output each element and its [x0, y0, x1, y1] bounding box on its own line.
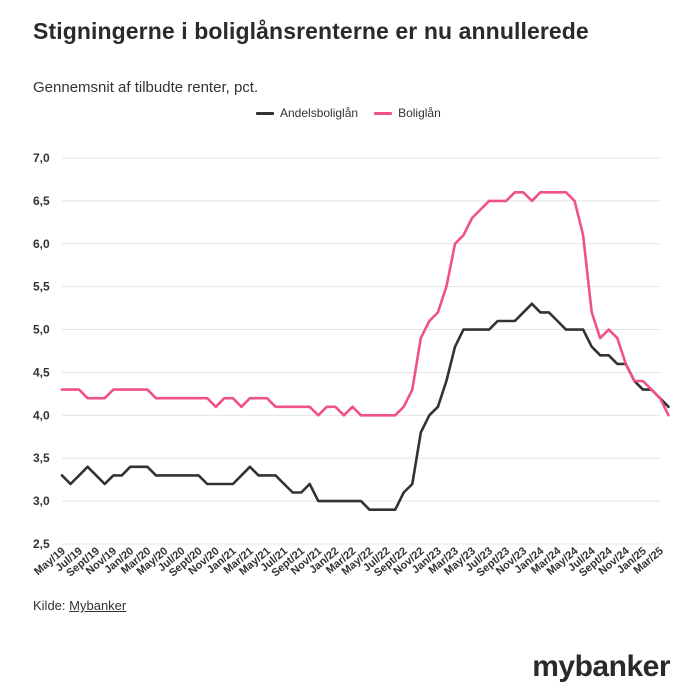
y-tick-label: 3,0 — [33, 494, 50, 508]
source-link[interactable]: Mybanker — [69, 598, 127, 613]
brand-logo: mybanker — [532, 650, 670, 683]
series-line-boliglan — [60, 191, 670, 417]
source-note: Kilde: Mybanker — [33, 598, 126, 613]
chart-title: Stigningerne i boliglånsrenterne er nu a… — [33, 18, 589, 44]
y-tick-label: 7,0 — [33, 151, 50, 165]
y-tick-label: 4,0 — [33, 408, 50, 422]
legend-swatch-boliglan — [374, 111, 393, 115]
y-tick-label: 6,0 — [33, 237, 50, 251]
legend-swatch-andelsboliglan — [256, 111, 274, 115]
chart-subtitle: Gennemsnit af tilbudte renter, pct. — [33, 79, 259, 96]
series-line-andelsboliglan — [60, 302, 670, 511]
legend-label-andelsboliglan: Andelsboliglån — [280, 106, 359, 120]
source-prefix: Kilde: — [33, 598, 66, 613]
y-tick-label: 4,5 — [33, 365, 50, 379]
y-tick-label: 6,5 — [33, 194, 50, 208]
y-tick-label: 5,0 — [33, 323, 50, 337]
legend-label-boliglan: Boliglån — [398, 106, 441, 120]
line-chart: 2,53,03,54,04,55,05,56,06,57,0May/19Jul/… — [32, 151, 670, 579]
y-tick-label: 2,5 — [33, 537, 50, 551]
legend-item-boliglan: Boliglån — [374, 106, 441, 120]
legend: Andelsboliglån Boliglån — [256, 106, 457, 120]
legend-item-andelsboliglan: Andelsboliglån — [256, 106, 358, 120]
y-tick-label: 5,5 — [33, 280, 50, 294]
y-tick-label: 3,5 — [33, 451, 50, 465]
